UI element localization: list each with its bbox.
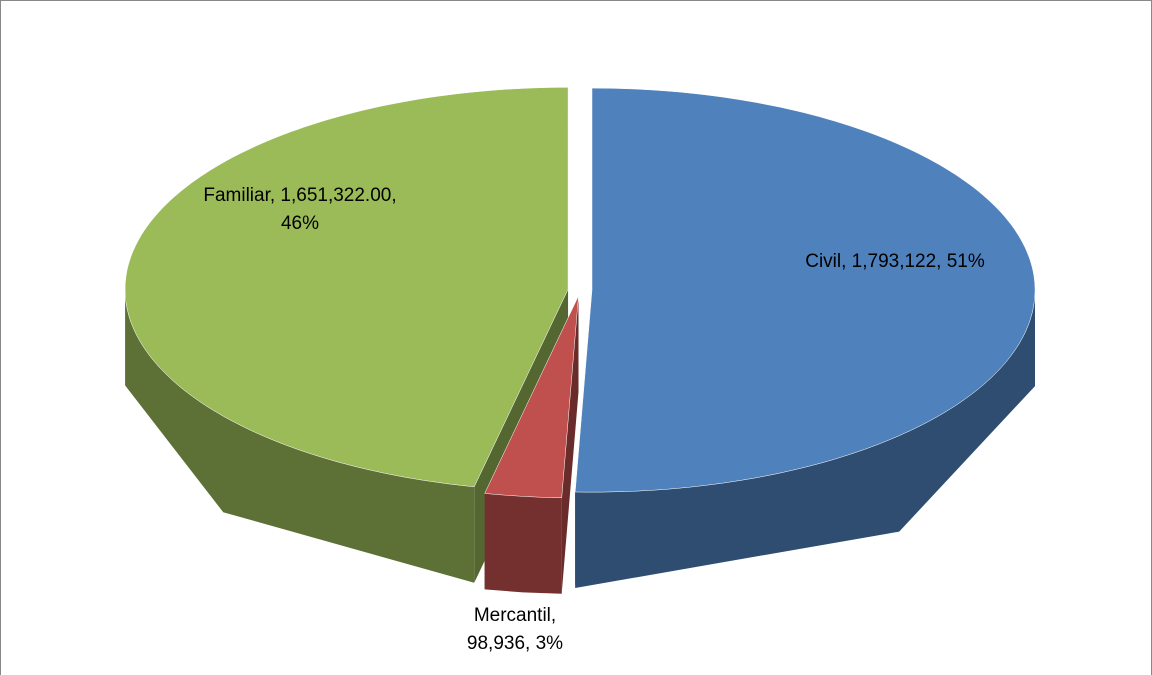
pie-slice	[574, 87, 1036, 493]
data-label: Mercantil, 98,936, 3%	[466, 605, 564, 654]
data-label: Familiar, 1,651,322.00, 46%	[203, 185, 397, 234]
slice-wall	[575, 290, 1035, 588]
data-label: Civil, 1,793,122, 51%	[805, 251, 985, 272]
pie-slice	[484, 295, 579, 499]
pie-slice	[124, 87, 569, 488]
pie-tops	[124, 87, 1036, 499]
slice-wall	[484, 493, 562, 594]
slice-wall	[125, 289, 475, 583]
